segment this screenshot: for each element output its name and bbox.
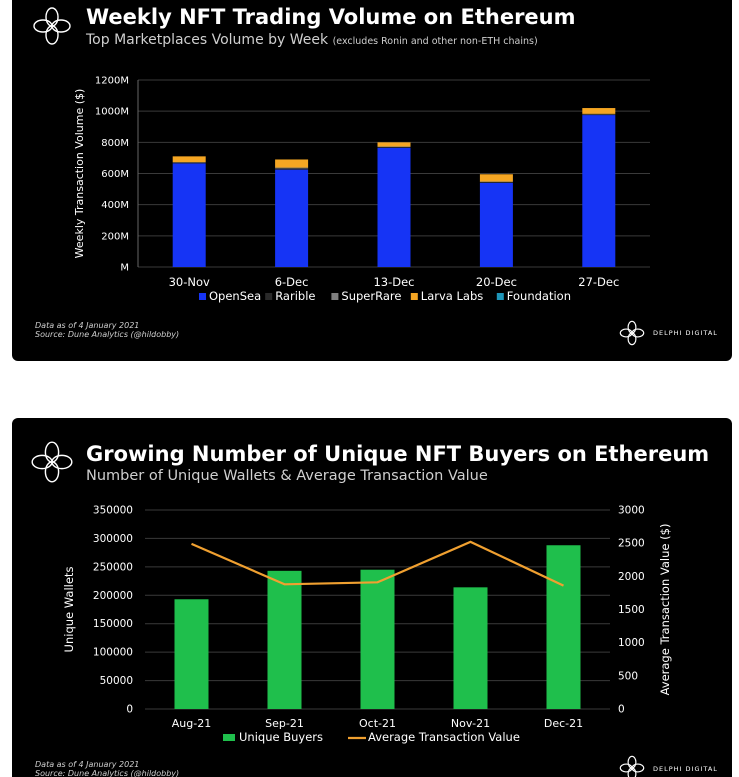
- y2-tick-label: 2500: [618, 538, 645, 550]
- bar-unique-buyers: [453, 587, 488, 709]
- brand-name: DELPHI DIGITAL: [653, 765, 718, 773]
- x-tick-label: 13-Dec: [373, 275, 414, 289]
- y-tick-label: 1000M: [95, 107, 129, 118]
- volume-stacked-bar-chart: M 200M 400M 600M 800M 1000M 1200M Weekly Transa…: [73, 76, 650, 303]
- y-tick-label: 150000: [93, 618, 133, 630]
- y-tick-label: 400M: [101, 200, 129, 211]
- y2-axis-title: Average Transaction Value ($): [658, 524, 672, 696]
- x-tick-label: Nov-21: [451, 717, 490, 730]
- chart-title: Weekly NFT Trading Volume on Ethereum: [86, 5, 576, 29]
- legend-swatch: [265, 293, 273, 300]
- buyers-chart-panel: Growing Number of Unique NFT Buyers on E…: [12, 418, 732, 777]
- legend-label: Larva Labs: [421, 289, 483, 303]
- y-tick-label: 800M: [101, 138, 129, 149]
- data-source-footer: Data as of 4 January 2021 Source: Dune A…: [35, 760, 179, 777]
- bar-segment-rarible: [582, 114, 616, 116]
- y2-tick-label: 500: [618, 670, 638, 682]
- bar-segment-rarible: [172, 162, 206, 164]
- bar-segment-larva-labs: [172, 156, 206, 163]
- subtitle-note: (excludes Ronin and other non-ETH chains…: [332, 36, 538, 47]
- y2-tick-label: 1000: [618, 637, 645, 649]
- legend-label: Unique Buyers: [239, 730, 323, 744]
- bar-segment-opensea: [172, 163, 206, 267]
- y-tick-label: 1200M: [95, 76, 129, 87]
- bar-segment-rarible: [377, 147, 411, 148]
- x-tick-label: Oct-21: [359, 717, 396, 730]
- subtitle-text: Top Marketplaces Volume by Week: [86, 32, 329, 48]
- bar-segment-larva-labs: [582, 108, 616, 114]
- bar-segment-larva-labs: [479, 174, 513, 182]
- y-tick-label: 300000: [93, 533, 133, 545]
- footer-source: Source: Dune Analytics (@hildobby): [35, 769, 180, 777]
- legend-swatch: [410, 293, 418, 300]
- bar-unique-buyers: [267, 570, 302, 709]
- data-source-footer: Data as of 4 January 2021 Source: Dune A…: [35, 321, 179, 339]
- delphi-flower-icon: [619, 755, 645, 777]
- delphi-flower-icon: [33, 7, 71, 45]
- footer-date: Data as of 4 January 2021: [35, 760, 140, 769]
- delphi-flower-icon: [619, 320, 645, 346]
- y-tick-label: 250000: [93, 561, 133, 573]
- y-tick-label: 600M: [101, 169, 129, 180]
- x-tick-label: Sep-21: [265, 717, 304, 730]
- chart-subtitle: Top Marketplaces Volume by Week (exclude…: [86, 32, 538, 48]
- x-tick-label: 30-Nov: [169, 275, 210, 289]
- y2-tick-label: 3000: [618, 505, 645, 517]
- legend-label: OpenSea: [209, 289, 261, 303]
- legend-swatch: [496, 293, 504, 300]
- y-tick-label: 100000: [93, 647, 133, 659]
- x-tick-label: 6-Dec: [275, 275, 309, 289]
- bar-segment-opensea: [275, 169, 309, 267]
- volume-chart-panel: Weekly NFT Trading Volume on Ethereum To…: [12, 0, 732, 361]
- x-tick-label: 20-Dec: [476, 275, 517, 289]
- x-tick-label: 27-Dec: [578, 275, 619, 289]
- legend-label: Average Transaction Value: [368, 730, 520, 744]
- legend-label: Rarible: [275, 289, 315, 303]
- bar-unique-buyers: [546, 545, 581, 709]
- bar-segment-rarible: [479, 182, 513, 183]
- chart-title: Growing Number of Unique NFT Buyers on E…: [86, 442, 710, 466]
- bar-segment-opensea: [377, 147, 411, 267]
- legend-swatch: [223, 734, 235, 741]
- bar-unique-buyers: [360, 569, 395, 709]
- bar-segment-larva-labs: [275, 159, 309, 168]
- y-tick-label: 0: [126, 704, 133, 716]
- y2-tick-label: 2000: [618, 571, 645, 583]
- y-tick-label: M: [120, 263, 129, 274]
- bar-segment-opensea: [479, 182, 513, 267]
- bar-segment-superrare: [275, 167, 309, 169]
- chart-subtitle: Number of Unique Wallets & Average Trans…: [86, 468, 488, 484]
- y-axis-title: Weekly Transaction Volume ($): [73, 89, 86, 259]
- legend-label: SuperRare: [341, 289, 401, 303]
- footer-source: Source: Dune Analytics (@hildobby): [35, 330, 180, 339]
- y-axis-title: Unique Wallets: [62, 567, 76, 653]
- legend-swatch: [199, 293, 206, 300]
- bar-segment-rarible: [275, 168, 309, 170]
- delphi-flower-icon: [31, 441, 73, 483]
- y-tick-label: 350000: [93, 505, 133, 517]
- y2-tick-label: 1500: [618, 604, 645, 616]
- legend-swatch: [331, 293, 339, 300]
- y2-tick-label: 0: [618, 704, 625, 716]
- bar-segment-larva-labs: [377, 142, 411, 147]
- x-tick-label: Aug-21: [172, 717, 211, 730]
- y-tick-label: 200M: [101, 231, 129, 242]
- footer-date: Data as of 4 January 2021: [35, 321, 140, 330]
- bar-segment-opensea: [582, 115, 616, 267]
- brand-name: DELPHI DIGITAL: [653, 329, 718, 337]
- legend-label: Foundation: [507, 289, 571, 303]
- y-tick-label: 200000: [93, 590, 133, 602]
- buyers-combo-chart: 0 50000 100000 150000 200000 250000 300000 3500…: [62, 505, 672, 745]
- y-tick-label: 50000: [100, 675, 133, 687]
- x-tick-label: Dec-21: [544, 717, 583, 730]
- bar-unique-buyers: [174, 599, 209, 709]
